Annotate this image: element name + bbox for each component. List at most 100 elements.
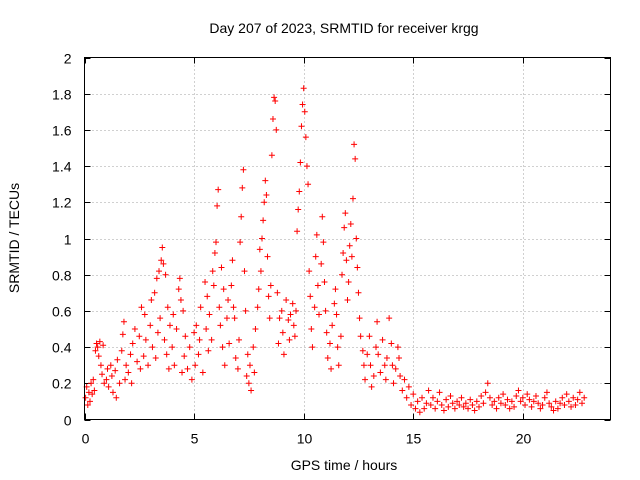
data-point [337,333,344,340]
data-point [119,331,126,338]
data-point [312,253,319,260]
data-point [122,376,129,383]
data-point [355,289,362,296]
data-point [467,396,474,403]
data-point [416,409,423,416]
data-point [482,389,489,396]
data-point [362,376,369,383]
data-point [237,239,244,246]
data-point [228,282,235,289]
data-point [447,392,454,399]
data-point [104,365,111,372]
data-point [86,398,93,405]
data-point [108,373,115,380]
data-point [390,380,397,387]
data-point [460,403,467,410]
data-point [469,402,476,409]
data-point [116,380,123,387]
data-point [165,365,172,372]
data-point [85,389,92,396]
data-point [217,322,224,329]
data-point [458,394,465,401]
data-point [519,394,526,401]
data-point [240,166,247,173]
data-point [495,394,502,401]
data-point [541,394,548,401]
data-point [170,311,177,318]
data-point [173,326,180,332]
data-point [308,326,315,332]
data-point [443,396,450,403]
data-point [319,213,326,220]
data-point [186,344,193,351]
data-point [251,369,258,376]
data-point [220,286,227,293]
y-tick-label: 1 [64,232,72,248]
data-point [394,344,401,351]
data-point [399,387,406,394]
data-point [250,344,257,351]
data-point [491,398,498,405]
data-point [370,373,377,380]
data-point [202,278,209,285]
data-point [326,340,333,347]
data-point [96,338,103,345]
data-point [295,206,302,213]
data-point [364,351,371,358]
data-point [290,322,297,329]
data-point [301,108,308,115]
data-point [153,275,160,282]
data-point [263,192,270,199]
data-point [229,257,236,264]
data-point [145,362,152,369]
data-point [214,202,221,209]
data-point [335,362,342,369]
data-point [576,389,583,396]
data-point [283,297,290,304]
data-point [298,123,305,130]
data-point [147,322,154,329]
data-point [581,394,588,401]
data-point [572,402,579,409]
data-point [269,116,276,123]
data-point [421,405,428,412]
data-point [248,387,255,394]
data-point [429,394,436,401]
data-point [314,282,321,289]
data-point [225,297,232,304]
data-point [403,394,410,401]
data-point [546,400,553,407]
data-point [164,304,171,311]
data-point [489,402,496,409]
data-point [216,304,223,311]
data-point [241,268,248,275]
data-point [539,402,546,409]
x-tick-label: 0 [82,431,90,447]
data-point [175,286,182,293]
data-point [88,380,95,387]
data-point [322,307,329,314]
data-point [140,353,147,360]
y-tick-label: 0.8 [52,268,72,284]
data-point [274,289,281,296]
data-point [532,392,539,399]
data-point [493,405,500,412]
data-point [152,354,159,361]
data-point [136,333,143,340]
data-point [279,329,286,336]
x-axis-ticks: 0 5 10 15 20 [82,57,531,447]
data-point [285,316,292,323]
data-point [554,405,561,412]
data-point [138,304,145,311]
data-point [324,354,331,361]
y-tick-label: 0.6 [52,304,72,320]
data-point [379,336,386,343]
data-point [209,268,216,275]
data-point [345,278,352,285]
data-point [478,392,485,399]
data-point [213,239,219,246]
data-point [500,391,507,398]
data-point [392,365,399,372]
data-point [262,177,269,184]
